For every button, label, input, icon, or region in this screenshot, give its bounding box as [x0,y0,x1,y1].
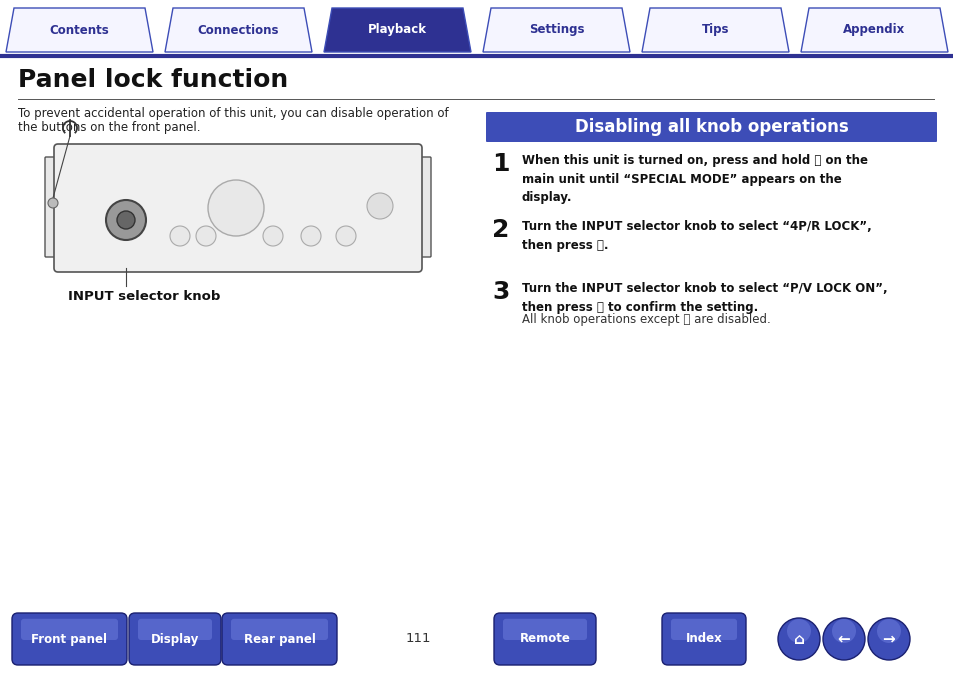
Circle shape [195,226,215,246]
FancyBboxPatch shape [415,157,431,257]
Polygon shape [324,8,471,52]
Circle shape [335,226,355,246]
Bar [76,148,104,158]
Text: 2: 2 [492,218,509,242]
Text: 111: 111 [405,633,431,645]
Polygon shape [165,8,312,52]
Text: To prevent accidental operation of this unit, you can disable operation of: To prevent accidental operation of this … [18,107,448,120]
FancyBboxPatch shape [21,618,118,640]
FancyBboxPatch shape [138,618,212,640]
Circle shape [367,193,393,219]
FancyBboxPatch shape [222,613,336,665]
Text: Turn the INPUT selector knob to select “4P/R LOCK”,
then press ⏻.: Turn the INPUT selector knob to select “… [521,220,871,252]
Text: Index: Index [685,633,721,645]
Text: Playback: Playback [368,24,427,36]
Polygon shape [801,8,947,52]
Text: Appendix: Appendix [842,24,904,36]
Circle shape [786,619,810,643]
Text: When this unit is turned on, press and hold ⏻ on the
main unit until “SPECIAL MO: When this unit is turned on, press and h… [521,154,867,204]
Polygon shape [641,8,788,52]
Circle shape [831,619,855,643]
FancyBboxPatch shape [494,613,596,665]
Text: Panel lock function: Panel lock function [18,68,288,92]
FancyBboxPatch shape [129,613,221,665]
FancyBboxPatch shape [670,618,737,640]
FancyBboxPatch shape [54,144,421,272]
Text: All knob operations except ⏻ are disabled.: All knob operations except ⏻ are disable… [521,313,770,326]
Text: Display: Display [151,633,199,645]
Circle shape [48,198,58,208]
Text: the buttons on the front panel.: the buttons on the front panel. [18,121,200,134]
Circle shape [867,618,909,660]
Text: Turn the INPUT selector knob to select “P/V LOCK ON”,
then press ⏻ to confirm th: Turn the INPUT selector knob to select “… [521,282,886,314]
Text: 3: 3 [492,280,509,304]
FancyBboxPatch shape [485,112,936,142]
Circle shape [301,226,320,246]
Text: ←: ← [837,631,849,647]
Text: Contents: Contents [50,24,110,36]
Circle shape [822,618,864,660]
Bar [368,148,395,158]
Text: Disabling all knob operations: Disabling all knob operations [574,118,847,136]
Circle shape [117,211,135,229]
FancyBboxPatch shape [45,157,61,257]
FancyBboxPatch shape [661,613,745,665]
Circle shape [106,200,146,240]
Circle shape [170,226,190,246]
Text: →: → [882,631,895,647]
Circle shape [263,226,283,246]
Text: Remote: Remote [519,633,570,645]
FancyBboxPatch shape [12,613,127,665]
FancyBboxPatch shape [502,618,586,640]
Circle shape [208,180,264,236]
Text: Rear panel: Rear panel [243,633,315,645]
Text: Connections: Connections [197,24,279,36]
Text: Settings: Settings [528,24,583,36]
Text: Tips: Tips [701,24,728,36]
Circle shape [778,618,820,660]
Text: INPUT selector knob: INPUT selector knob [68,290,220,303]
Text: 1: 1 [492,152,509,176]
FancyBboxPatch shape [231,618,328,640]
Text: Front panel: Front panel [31,633,108,645]
Text: ⌂: ⌂ [793,631,803,647]
Polygon shape [6,8,152,52]
Circle shape [876,619,900,643]
Polygon shape [482,8,629,52]
